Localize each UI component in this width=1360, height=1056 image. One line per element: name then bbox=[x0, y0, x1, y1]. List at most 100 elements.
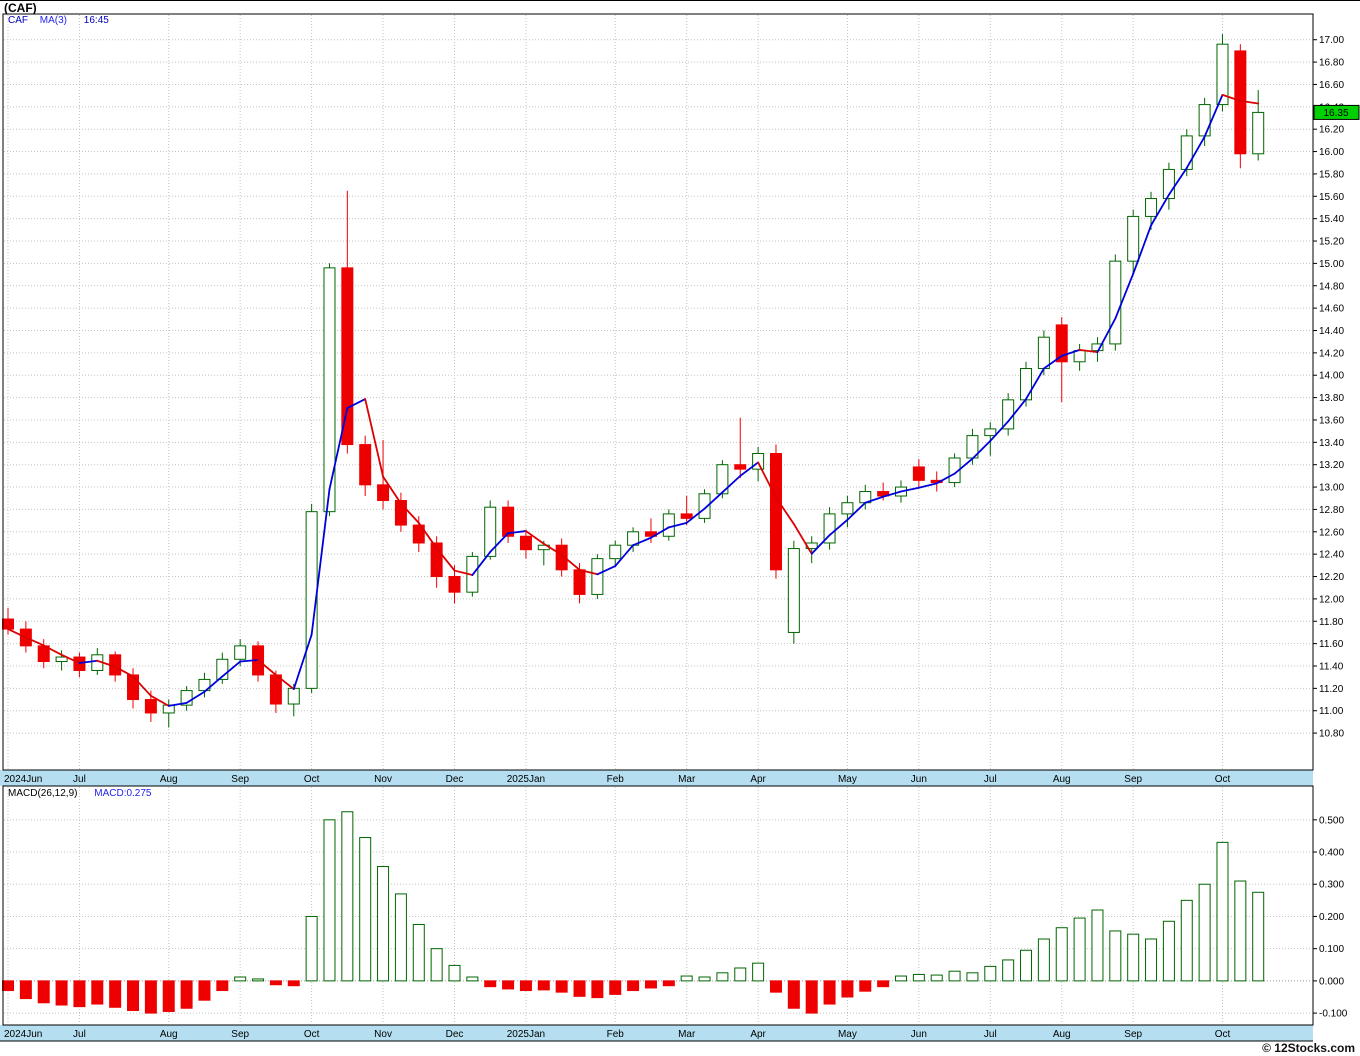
month-label: Sep bbox=[1124, 1029, 1142, 1040]
macd-bar-negative bbox=[287, 980, 300, 987]
macd-bar-positive bbox=[448, 964, 461, 982]
ma-segment bbox=[1239, 99, 1260, 105]
candle-up bbox=[1252, 111, 1265, 155]
price-panel-border bbox=[2, 13, 1314, 771]
macd-bar-positive bbox=[1145, 938, 1158, 982]
ma-segment bbox=[721, 474, 742, 494]
macd-tick-label: 0.500 bbox=[1319, 815, 1344, 826]
macd-bar-positive bbox=[1002, 959, 1015, 982]
candle-down bbox=[144, 699, 157, 714]
macd-tick-label: 0.200 bbox=[1319, 912, 1344, 923]
macd-bar-negative bbox=[91, 980, 104, 1005]
ma-segment bbox=[560, 554, 581, 571]
month-label: Aug bbox=[160, 774, 178, 785]
price-tick-label: 14.60 bbox=[1319, 304, 1344, 315]
last-price-badge: 16.35 bbox=[1313, 104, 1360, 120]
macd-bar-positive bbox=[966, 972, 979, 982]
price-tick-label: 14.00 bbox=[1319, 371, 1344, 382]
price-tick-label: 11.20 bbox=[1319, 684, 1344, 695]
month-label: Aug bbox=[160, 1029, 178, 1040]
candle-down bbox=[912, 466, 925, 481]
candle-down bbox=[573, 569, 586, 595]
candle-up bbox=[1109, 260, 1122, 345]
macd-bar-negative bbox=[109, 980, 122, 1008]
macd-bar-negative bbox=[841, 980, 854, 998]
macd-bar-positive bbox=[1252, 891, 1265, 982]
ma-segment bbox=[382, 475, 402, 505]
ma-segment bbox=[24, 636, 45, 647]
macd-bar-negative bbox=[555, 980, 568, 993]
top-border bbox=[0, 0, 1360, 1]
price-tick-label: 13.20 bbox=[1319, 460, 1344, 471]
candle-up bbox=[1073, 350, 1086, 363]
macd-bar-positive bbox=[359, 837, 372, 982]
macd-bar-negative bbox=[591, 980, 604, 999]
ma-segment bbox=[239, 659, 259, 663]
ma-segment bbox=[471, 551, 492, 576]
month-label: Dec bbox=[446, 774, 464, 785]
legend-symbol: CAF bbox=[8, 15, 28, 26]
price-tick-label: 13.60 bbox=[1319, 415, 1344, 426]
ma-segment bbox=[1060, 348, 1081, 357]
ma-segment bbox=[650, 526, 670, 539]
candle-down bbox=[502, 506, 515, 537]
ma-segment bbox=[525, 530, 545, 545]
macd-bar-positive bbox=[466, 976, 479, 982]
macd-bar-negative bbox=[609, 980, 622, 995]
price-tick-label: 15.00 bbox=[1319, 259, 1344, 270]
ma-segment bbox=[864, 495, 885, 504]
macd-bar-negative bbox=[627, 980, 640, 992]
candle-up bbox=[305, 511, 318, 689]
price-tick-label: 17.00 bbox=[1319, 35, 1344, 46]
price-tick-label: 16.20 bbox=[1319, 125, 1344, 136]
month-label: Jul bbox=[984, 1029, 997, 1040]
ma-segment bbox=[775, 496, 795, 525]
macd-value-label: MACD:0.275 bbox=[94, 788, 152, 799]
ma-segment bbox=[346, 398, 367, 409]
ma-segment bbox=[1025, 367, 1045, 400]
candle-up bbox=[1127, 215, 1140, 262]
price-tick-label: 10.80 bbox=[1319, 729, 1344, 740]
macd-bar-positive bbox=[394, 893, 407, 982]
watermark: © 12Stocks.com bbox=[1262, 1041, 1355, 1055]
month-label: Sep bbox=[231, 1029, 249, 1040]
month-label: Dec bbox=[446, 1029, 464, 1040]
last-price-badge-box bbox=[1313, 104, 1360, 120]
macd-bar-positive bbox=[1109, 930, 1122, 982]
macd-bar-negative bbox=[537, 980, 550, 991]
candle-up bbox=[752, 453, 765, 470]
candle-down bbox=[127, 674, 140, 701]
candle-down bbox=[680, 513, 693, 519]
ma-segment bbox=[453, 569, 474, 576]
month-label: Jul bbox=[73, 774, 86, 785]
ma-segment bbox=[953, 457, 974, 475]
candle-up bbox=[1216, 43, 1229, 106]
price-tick-label: 12.80 bbox=[1319, 505, 1344, 516]
month-label: Nov bbox=[374, 774, 392, 785]
price-tick-label: 12.40 bbox=[1319, 550, 1344, 561]
macd-bar-negative bbox=[769, 980, 782, 993]
macd-bar-positive bbox=[698, 976, 711, 982]
macd-bar-positive bbox=[984, 965, 997, 982]
candle-down bbox=[1055, 324, 1068, 363]
ma-segment bbox=[1096, 317, 1117, 354]
month-label: Oct bbox=[304, 1029, 320, 1040]
macd-bar-negative bbox=[37, 980, 50, 1004]
ma-segment bbox=[828, 518, 849, 537]
candle-down bbox=[2, 618, 14, 630]
candle-up bbox=[234, 645, 247, 660]
ma-segment bbox=[400, 502, 420, 524]
ma-segment bbox=[578, 568, 599, 576]
macd-bar-negative bbox=[198, 980, 211, 1001]
price-tick-label: 15.80 bbox=[1319, 169, 1344, 180]
candle-up bbox=[591, 558, 604, 595]
ma-segment bbox=[596, 565, 617, 576]
ma-segment bbox=[507, 530, 527, 535]
price-tick-label: 16.00 bbox=[1319, 147, 1344, 158]
ma-segment bbox=[792, 523, 813, 555]
macd-bar-positive bbox=[1162, 920, 1175, 982]
candle-up bbox=[1037, 336, 1050, 370]
price-tick-label: 14.40 bbox=[1319, 326, 1344, 337]
